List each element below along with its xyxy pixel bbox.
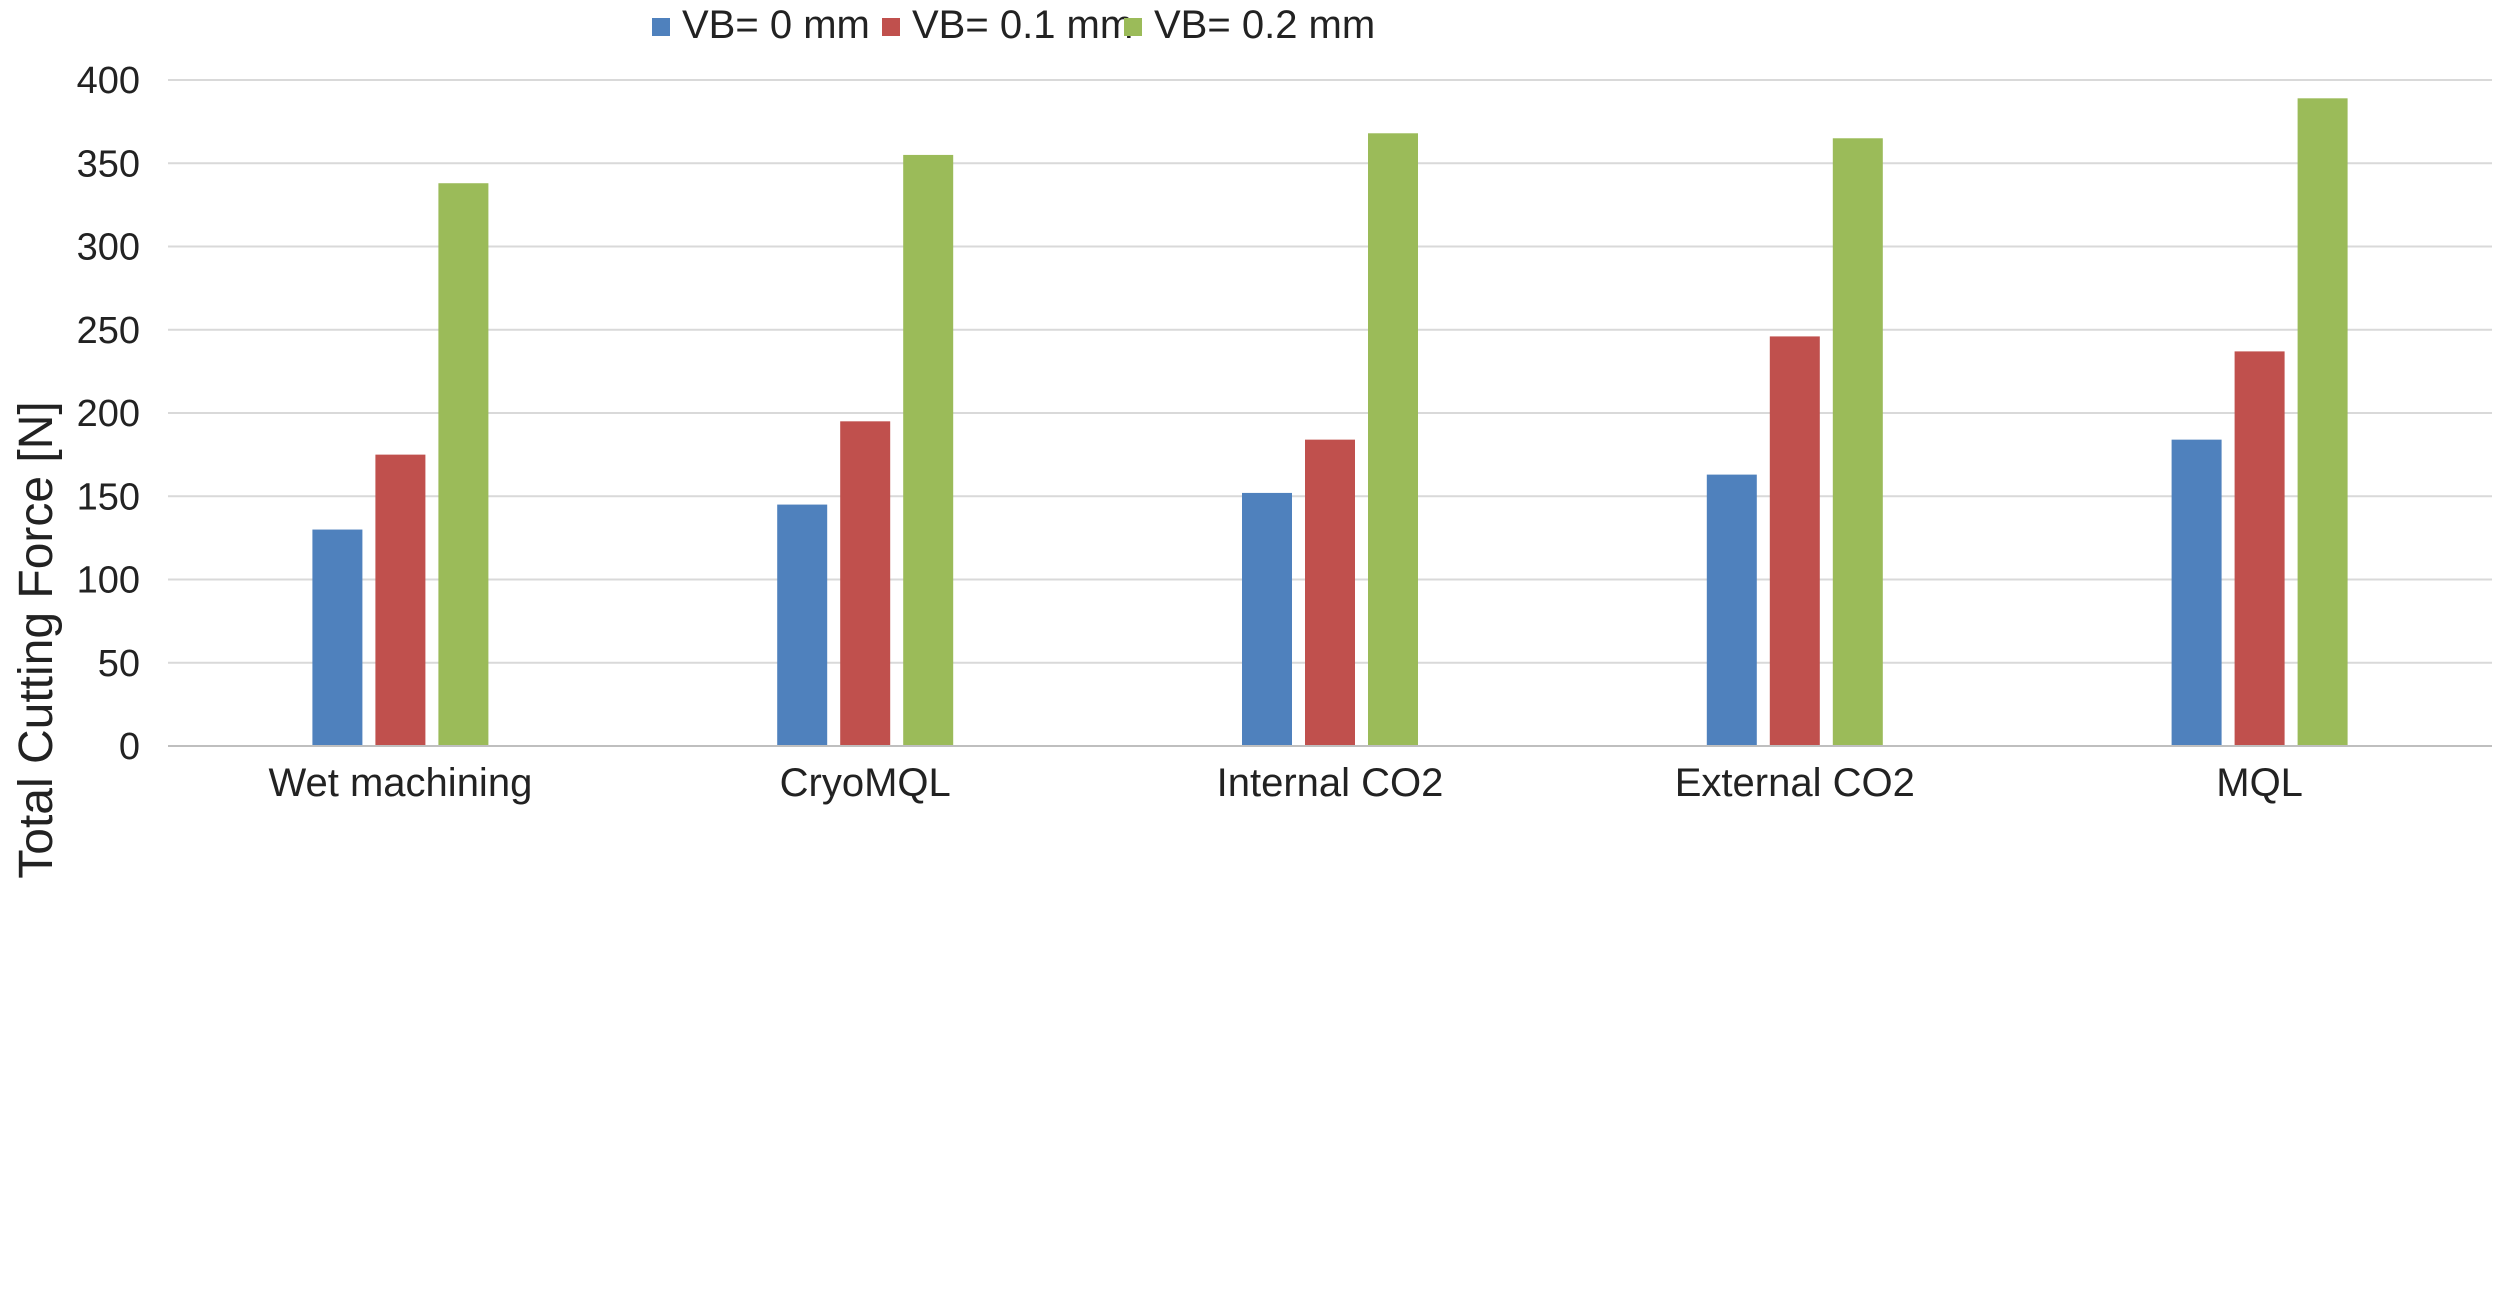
y-tick-labels: 0 50 100 150 200 250 300 350 400 — [77, 60, 140, 768]
x-category-label: MQL — [2216, 761, 2303, 805]
x-category-label: CryoMQL — [780, 761, 951, 805]
legend-swatch-3 — [1124, 18, 1142, 36]
bar-external-co2-series-3 — [1832, 138, 1883, 746]
x-category-label: Internal CO2 — [1217, 761, 1444, 805]
legend-label-2: VB= 0.1 mm — [912, 3, 1133, 47]
y-tick-label: 400 — [77, 60, 140, 102]
x-category-labels: Wet machining CryoMQL Internal CO2 External… — [268, 761, 2302, 805]
y-axis-title: Total Cutting Force [N] — [10, 401, 63, 879]
bars — [312, 98, 2348, 747]
bar-external-co2-series-2 — [1769, 336, 1820, 746]
legend: VB= 0 mm VB= 0.1 mm VB= 0.2 mm — [652, 3, 1375, 47]
legend-swatch-2 — [882, 18, 900, 36]
y-tick-label: 350 — [77, 143, 140, 185]
bar-mql-series-1 — [2171, 439, 2222, 746]
x-category-label: External CO2 — [1675, 761, 1915, 805]
bar-wet-machining-series-3 — [438, 183, 489, 747]
y-tick-label: 50 — [98, 643, 140, 685]
bar-wet-machining-series-1 — [312, 529, 363, 746]
y-tick-label: 150 — [77, 476, 140, 518]
bar-internal-co2-series-3 — [1368, 133, 1418, 746]
legend-swatch-1 — [652, 18, 670, 36]
legend-label-3: VB= 0.2 mm — [1154, 3, 1375, 47]
bar-cryomql-series-1 — [777, 504, 828, 746]
bar-cryomql-series-3 — [903, 154, 954, 747]
legend-label-1: VB= 0 mm — [682, 3, 870, 47]
bar-wet-machining-series-2 — [375, 454, 426, 746]
y-tick-label: 250 — [77, 310, 140, 352]
bar-internal-co2-series-1 — [1242, 492, 1292, 746]
y-tick-label: 0 — [119, 726, 140, 768]
bar-mql-series-3 — [2297, 98, 2348, 746]
y-tick-label: 300 — [77, 227, 140, 269]
bar-mql-series-2 — [2234, 351, 2285, 746]
x-category-label: Wet machining — [268, 761, 532, 805]
bar-external-co2-series-1 — [1706, 474, 1757, 746]
y-tick-label: 200 — [77, 393, 140, 435]
y-tick-label: 100 — [77, 560, 140, 602]
bar-internal-co2-series-2 — [1305, 439, 1355, 746]
bar-cryomql-series-2 — [840, 421, 891, 746]
